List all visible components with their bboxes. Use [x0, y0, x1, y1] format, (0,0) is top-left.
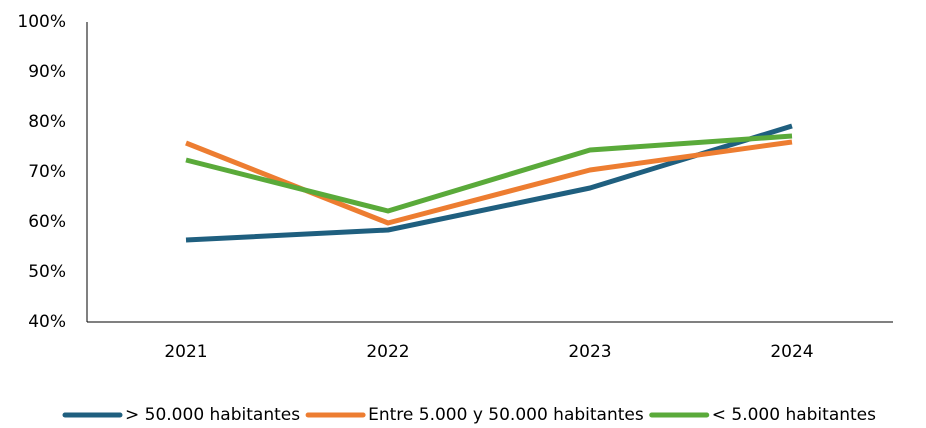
y-tick-label: 80%	[28, 112, 66, 132]
legend-label: > 50.000 habitantes	[125, 405, 300, 425]
y-tick-label: 70%	[28, 162, 66, 182]
y-tick-label: 60%	[28, 212, 66, 232]
y-tick-label: 90%	[28, 62, 66, 82]
series-line	[185, 133, 793, 214]
y-tick-label: 40%	[28, 312, 66, 332]
y-tick-label: 100%	[17, 12, 66, 32]
x-tick-label: 2022	[366, 342, 409, 362]
legend-label: Entre 5.000 y 50.000 habitantes	[368, 405, 644, 425]
legend-label: < 5.000 habitantes	[712, 405, 876, 425]
x-tick-label: 2023	[568, 342, 611, 362]
y-tick-label: 50%	[28, 262, 66, 282]
x-tick-label: 2021	[164, 342, 207, 362]
x-tick-label: 2024	[770, 342, 813, 362]
